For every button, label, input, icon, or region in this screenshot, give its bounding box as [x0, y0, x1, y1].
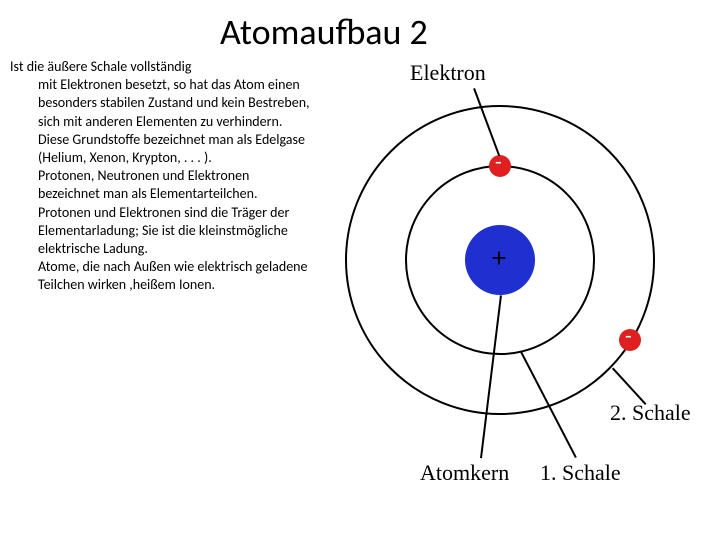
atom-diagram: + - - Elektron Atomkern 1. Schale 2. Sch…	[320, 70, 720, 490]
label-schale2: 2. Schale	[610, 400, 691, 426]
paragraph-first-line: Ist die äußere Schale vollständig	[10, 58, 310, 76]
electron-right-minus: -	[625, 325, 632, 347]
nucleus-plus-sign: +	[492, 244, 506, 272]
label-elektron: Elektron	[410, 60, 486, 86]
label-atomkern: Atomkern	[420, 460, 509, 486]
paragraph-rest: mit Elektronen besetzt, so hat das Atom …	[38, 76, 310, 294]
body-paragraph: Ist die äußere Schale vollständig mit El…	[10, 58, 310, 294]
label-schale1: 1. Schale	[540, 460, 621, 486]
page-title: Atomaufbau 2	[220, 10, 428, 54]
